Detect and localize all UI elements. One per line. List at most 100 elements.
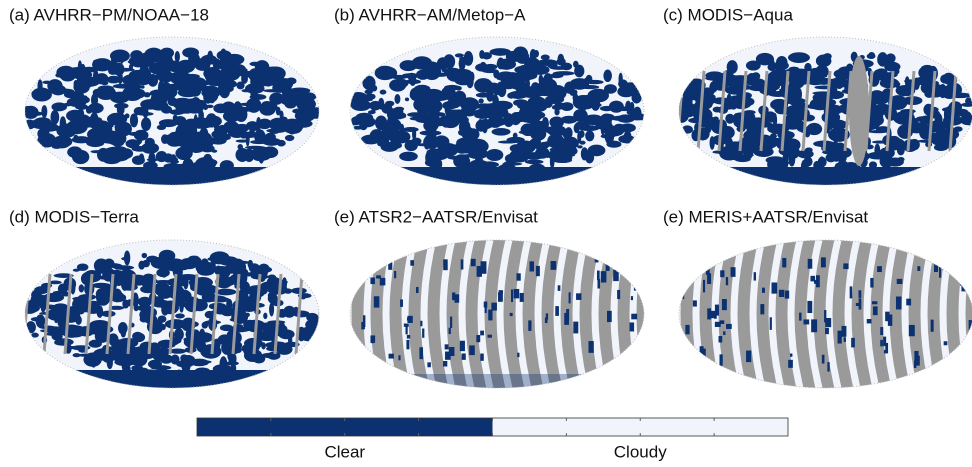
- clear-pixel: [57, 316, 66, 328]
- clear-pixel: [220, 325, 233, 332]
- clear-pixel: [825, 328, 829, 334]
- clear-pixel: [703, 280, 705, 292]
- clear-pixel: [517, 54, 521, 58]
- clear-pixel: [467, 109, 476, 115]
- colorbar-label: Cloudy: [614, 442, 667, 461]
- clear-pixel: [754, 272, 756, 280]
- clear-pixel: [31, 333, 39, 338]
- clear-pixel: [443, 103, 457, 110]
- clear-pixel: [113, 265, 134, 270]
- clear-pixel: [471, 259, 476, 266]
- clear-pixel: [209, 303, 226, 310]
- clear-pixel: [782, 258, 786, 268]
- clear-pixel: [967, 258, 969, 261]
- clear-pixel: [175, 313, 185, 318]
- clear-pixel: [77, 109, 84, 118]
- clear-pixel: [200, 258, 209, 271]
- clear-pixel: [217, 63, 229, 70]
- clear-pixel: [174, 328, 184, 340]
- clear-pixel: [859, 298, 862, 309]
- clear-pixel: [410, 117, 425, 121]
- clear-pixel: [426, 67, 441, 75]
- panel-title: (a) AVHRR−PM/NOAA−18: [9, 5, 209, 24]
- clear-pixel: [574, 65, 584, 78]
- clear-pixel: [599, 123, 608, 127]
- clear-pixel: [101, 81, 108, 85]
- clear-pixel: [245, 313, 249, 317]
- clear-pixel: [787, 152, 799, 159]
- colorbar-label: Clear: [324, 442, 365, 461]
- clear-pixel: [361, 322, 365, 329]
- clear-pixel: [477, 119, 483, 131]
- clear-pixel: [407, 335, 410, 339]
- clear-pixel: [579, 141, 585, 145]
- clear-pixel: [934, 264, 938, 272]
- clear-pixel: [207, 59, 212, 63]
- clear-pixel: [141, 117, 151, 131]
- clear-pixel: [492, 128, 511, 136]
- clear-pixel: [874, 144, 880, 157]
- clear-pixel: [213, 104, 228, 114]
- clear-pixel: [285, 344, 291, 350]
- panel-title: (b) AVHRR−AM/Metop−A: [334, 5, 526, 24]
- clear-pixel: [96, 294, 104, 301]
- clear-pixel: [99, 131, 120, 144]
- clear-pixel: [603, 69, 612, 82]
- clear-pixel: [449, 347, 455, 356]
- clear-pixel: [493, 88, 503, 95]
- clear-pixel: [720, 270, 724, 277]
- clear-pixel: [573, 322, 578, 334]
- clear-pixel: [457, 100, 468, 107]
- clear-pixel: [64, 92, 68, 97]
- clear-pixel: [476, 93, 490, 98]
- clear-pixel: [788, 52, 810, 63]
- clear-pixel: [405, 140, 418, 151]
- clear-pixel: [598, 279, 601, 289]
- clear-pixel: [762, 288, 765, 293]
- clear-pixel: [496, 75, 512, 81]
- clear-pixel: [215, 289, 236, 296]
- clear-pixel: [40, 123, 59, 132]
- clear-pixel: [944, 341, 948, 345]
- clear-pixel: [157, 125, 166, 130]
- clear-pixel: [897, 157, 904, 162]
- clear-pixel: [882, 72, 897, 78]
- clear-pixel: [624, 130, 632, 143]
- clear-pixel: [209, 72, 228, 77]
- clear-pixel: [549, 141, 555, 145]
- clear-pixel: [135, 107, 140, 115]
- clear-pixel: [419, 347, 423, 359]
- clear-pixel: [851, 338, 855, 348]
- clear-pixel: [585, 130, 594, 141]
- clear-pixel: [67, 100, 81, 103]
- clear-pixel: [469, 345, 475, 355]
- clear-pixel: [394, 94, 400, 104]
- clear-pixel: [380, 90, 387, 95]
- clear-pixel: [251, 77, 258, 85]
- clear-pixel: [114, 103, 128, 109]
- clear-pixel: [823, 53, 832, 59]
- clear-pixel: [142, 260, 150, 267]
- clear-pixel: [121, 277, 129, 291]
- clear-pixel: [200, 342, 206, 348]
- clear-pixel: [56, 123, 76, 137]
- clear-pixel: [787, 95, 797, 100]
- clear-pixel: [695, 94, 715, 107]
- clear-pixel: [67, 146, 82, 158]
- clear-pixel: [445, 344, 449, 349]
- clear-pixel: [829, 108, 833, 112]
- clear-pixel: [419, 94, 434, 109]
- clear-pixel: [512, 72, 529, 84]
- clear-pixel: [443, 54, 455, 69]
- clear-pixel: [948, 101, 962, 112]
- clear-pixel: [98, 85, 114, 90]
- clear-pixel: [262, 138, 281, 146]
- clear-pixel: [731, 267, 736, 277]
- clear-pixel: [190, 256, 200, 264]
- clear-pixel: [622, 259, 625, 268]
- clear-pixel: [877, 266, 882, 272]
- clear-pixel: [954, 126, 963, 131]
- clear-pixel: [284, 100, 296, 109]
- clear-pixel: [450, 317, 452, 328]
- clear-pixel: [961, 280, 966, 291]
